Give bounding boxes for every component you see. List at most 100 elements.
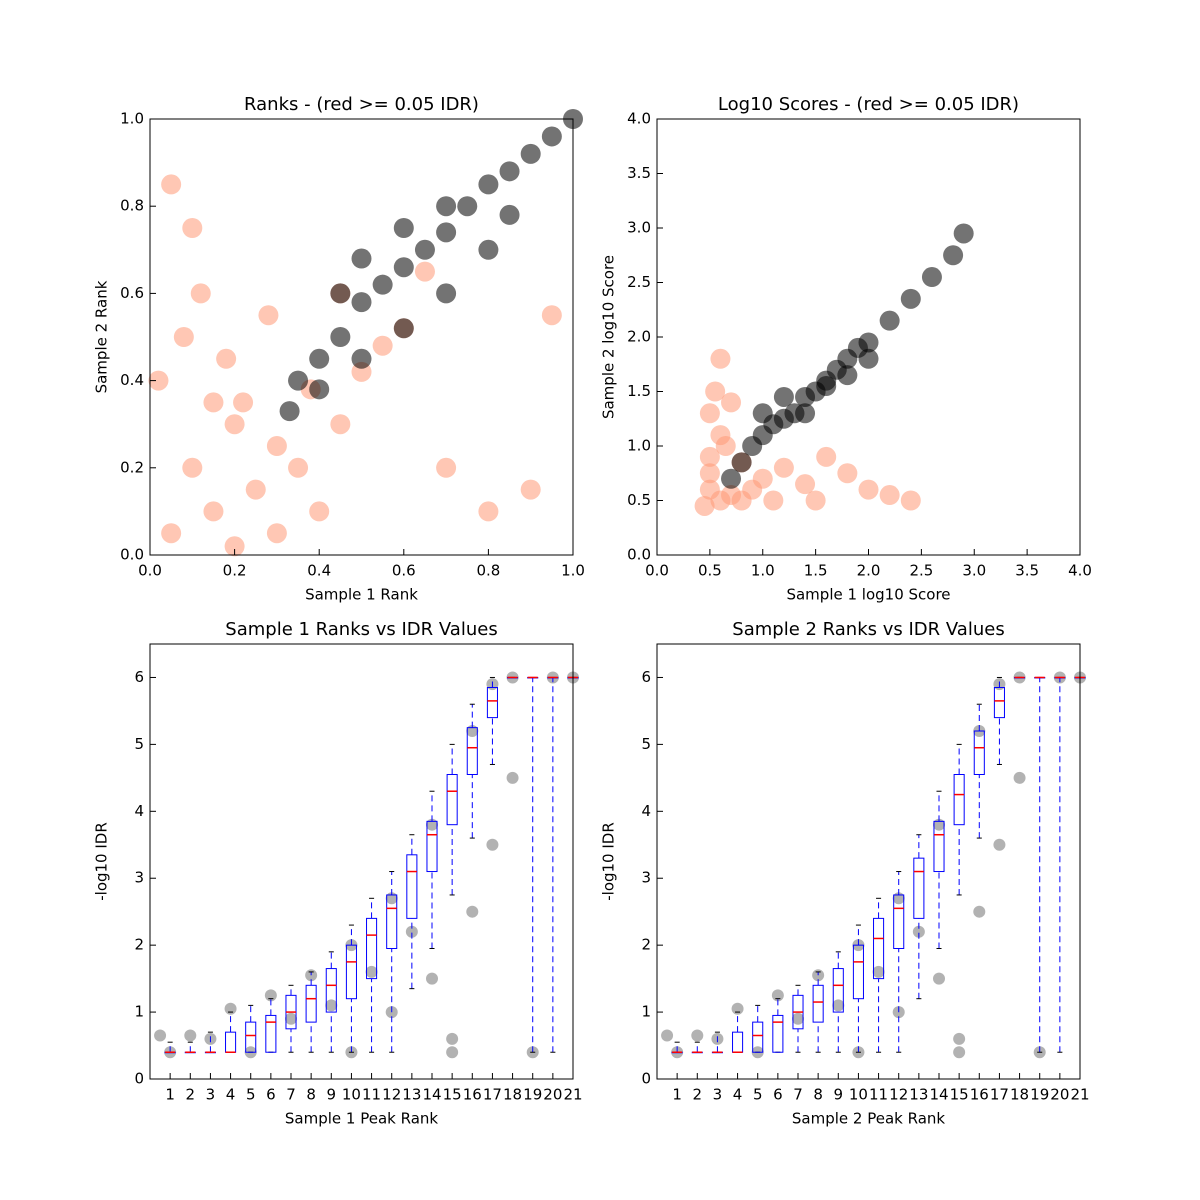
scatter-point xyxy=(414,239,435,260)
x-tick-label: 0.8 xyxy=(476,562,500,580)
panel: Ranks - (red >= 0.05 IDR) Sample 1 Rank Sa… xyxy=(93,94,585,604)
scatter-point xyxy=(351,248,372,269)
scatter-point xyxy=(773,457,794,478)
scatter-point xyxy=(372,274,393,295)
scatter-point xyxy=(436,196,457,217)
x-tick-label: 13 xyxy=(909,1086,928,1104)
scatter-point xyxy=(858,332,879,353)
x-tick-label: 20 xyxy=(543,1086,562,1104)
scatter-point xyxy=(731,1002,744,1015)
scatter-point xyxy=(233,392,254,413)
x-tick-label: 16 xyxy=(970,1086,989,1104)
scatter-point xyxy=(953,223,974,244)
box xyxy=(973,730,985,775)
y-tick-label: 1.0 xyxy=(120,110,144,128)
box xyxy=(466,727,478,776)
scatter-point xyxy=(499,161,520,182)
x-tick-label: 2.0 xyxy=(857,562,881,580)
scatter-point xyxy=(858,479,879,500)
scatter-point xyxy=(182,457,203,478)
x-axis-label: Sample 1 log10 Score xyxy=(786,586,950,604)
x-tick-label: 0.6 xyxy=(392,562,416,580)
scatter-point xyxy=(365,965,378,978)
x-tick-label: 0.5 xyxy=(698,562,722,580)
x-tick-label: 9 xyxy=(327,1086,337,1104)
scatter-point xyxy=(771,989,784,1002)
panel-title: Log10 Scores - (red >= 0.05 IDR) xyxy=(718,94,1019,115)
scatter-point xyxy=(520,479,541,500)
scatter-point xyxy=(285,1012,297,1025)
y-tick-label: 3 xyxy=(134,869,144,887)
x-tick-label: 12 xyxy=(382,1086,401,1104)
x-tick-label: 0.2 xyxy=(223,562,247,580)
box xyxy=(426,820,438,873)
x-tick-label: 6 xyxy=(773,1086,783,1104)
scatter-point xyxy=(414,261,435,282)
y-axis-label: Sample 2 Rank xyxy=(93,280,111,393)
scatter-point xyxy=(721,468,742,489)
scatter-point xyxy=(372,335,393,356)
scatter-point xyxy=(912,925,925,938)
x-tick-label: 9 xyxy=(834,1086,844,1104)
scatter-point xyxy=(457,196,478,217)
y-axis-label: Sample 2 log10 Score xyxy=(600,255,618,419)
y-tick-label: 6 xyxy=(134,668,144,686)
x-tick-label: 5 xyxy=(246,1086,256,1104)
x-tick-label: 19 xyxy=(523,1086,542,1104)
x-tick-label: 3.0 xyxy=(962,562,986,580)
box xyxy=(852,944,864,1000)
scatter-point xyxy=(953,1046,966,1059)
scatter-point xyxy=(148,370,169,391)
scatter-point xyxy=(203,501,224,522)
y-tick-label: 0.5 xyxy=(627,491,651,509)
scatter-point xyxy=(288,370,309,391)
x-tick-label: 4.0 xyxy=(1068,562,1092,580)
scatter-point xyxy=(446,1032,459,1045)
scatter-point xyxy=(792,1012,804,1025)
panel: Sample 1 Ranks vs IDR Values Sample 1 Pea… xyxy=(93,619,583,1128)
plot-frame xyxy=(656,118,1081,556)
panel: Sample 2 Ranks vs IDR Values Sample 2 Pea… xyxy=(600,619,1090,1128)
scatter-point xyxy=(879,310,900,331)
x-tick-label: 11 xyxy=(362,1086,381,1104)
scatter-point xyxy=(872,965,885,978)
box xyxy=(325,968,337,1013)
scatter-point xyxy=(203,392,224,413)
y-tick-label: 0.0 xyxy=(627,546,651,564)
box xyxy=(386,894,398,950)
scatter-point xyxy=(426,972,438,985)
scatter-point xyxy=(900,490,921,511)
y-tick-label: 1.5 xyxy=(627,382,651,400)
x-tick-label: 5 xyxy=(753,1086,763,1104)
scatter-point xyxy=(154,1029,167,1042)
y-tick-label: 4.0 xyxy=(627,110,651,128)
y-tick-label: 0 xyxy=(134,1070,144,1088)
x-tick-label: 18 xyxy=(503,1086,522,1104)
scatter-point xyxy=(279,401,300,422)
y-axis-label: -log10 IDR xyxy=(600,822,618,901)
x-tick-label: 12 xyxy=(889,1086,908,1104)
scatter-point xyxy=(309,348,330,369)
scatter-point xyxy=(710,348,731,369)
scatter-point xyxy=(245,479,266,500)
scatter-point xyxy=(816,376,837,397)
scatter-point xyxy=(436,457,457,478)
scatter-point xyxy=(993,838,1006,851)
y-tick-label: 0.0 xyxy=(120,546,144,564)
x-axis-label: Sample 2 Peak Rank xyxy=(792,1110,945,1128)
panel-title: Ranks - (red >= 0.05 IDR) xyxy=(244,94,479,115)
scatter-point xyxy=(795,403,816,424)
y-tick-label: 0.6 xyxy=(120,284,144,302)
scatter-point xyxy=(1013,771,1026,784)
x-axis-label: Sample 1 Rank xyxy=(305,586,418,604)
y-tick-label: 5 xyxy=(134,735,144,753)
box xyxy=(953,774,965,826)
x-tick-label: 14 xyxy=(929,1086,948,1104)
scatter-point xyxy=(541,126,562,147)
x-tick-label: 8 xyxy=(813,1086,823,1104)
box xyxy=(812,984,824,1023)
scatter-point xyxy=(541,305,562,326)
x-tick-label: 3 xyxy=(206,1086,216,1104)
scatter-point xyxy=(393,257,414,278)
scatter-point xyxy=(258,305,279,326)
